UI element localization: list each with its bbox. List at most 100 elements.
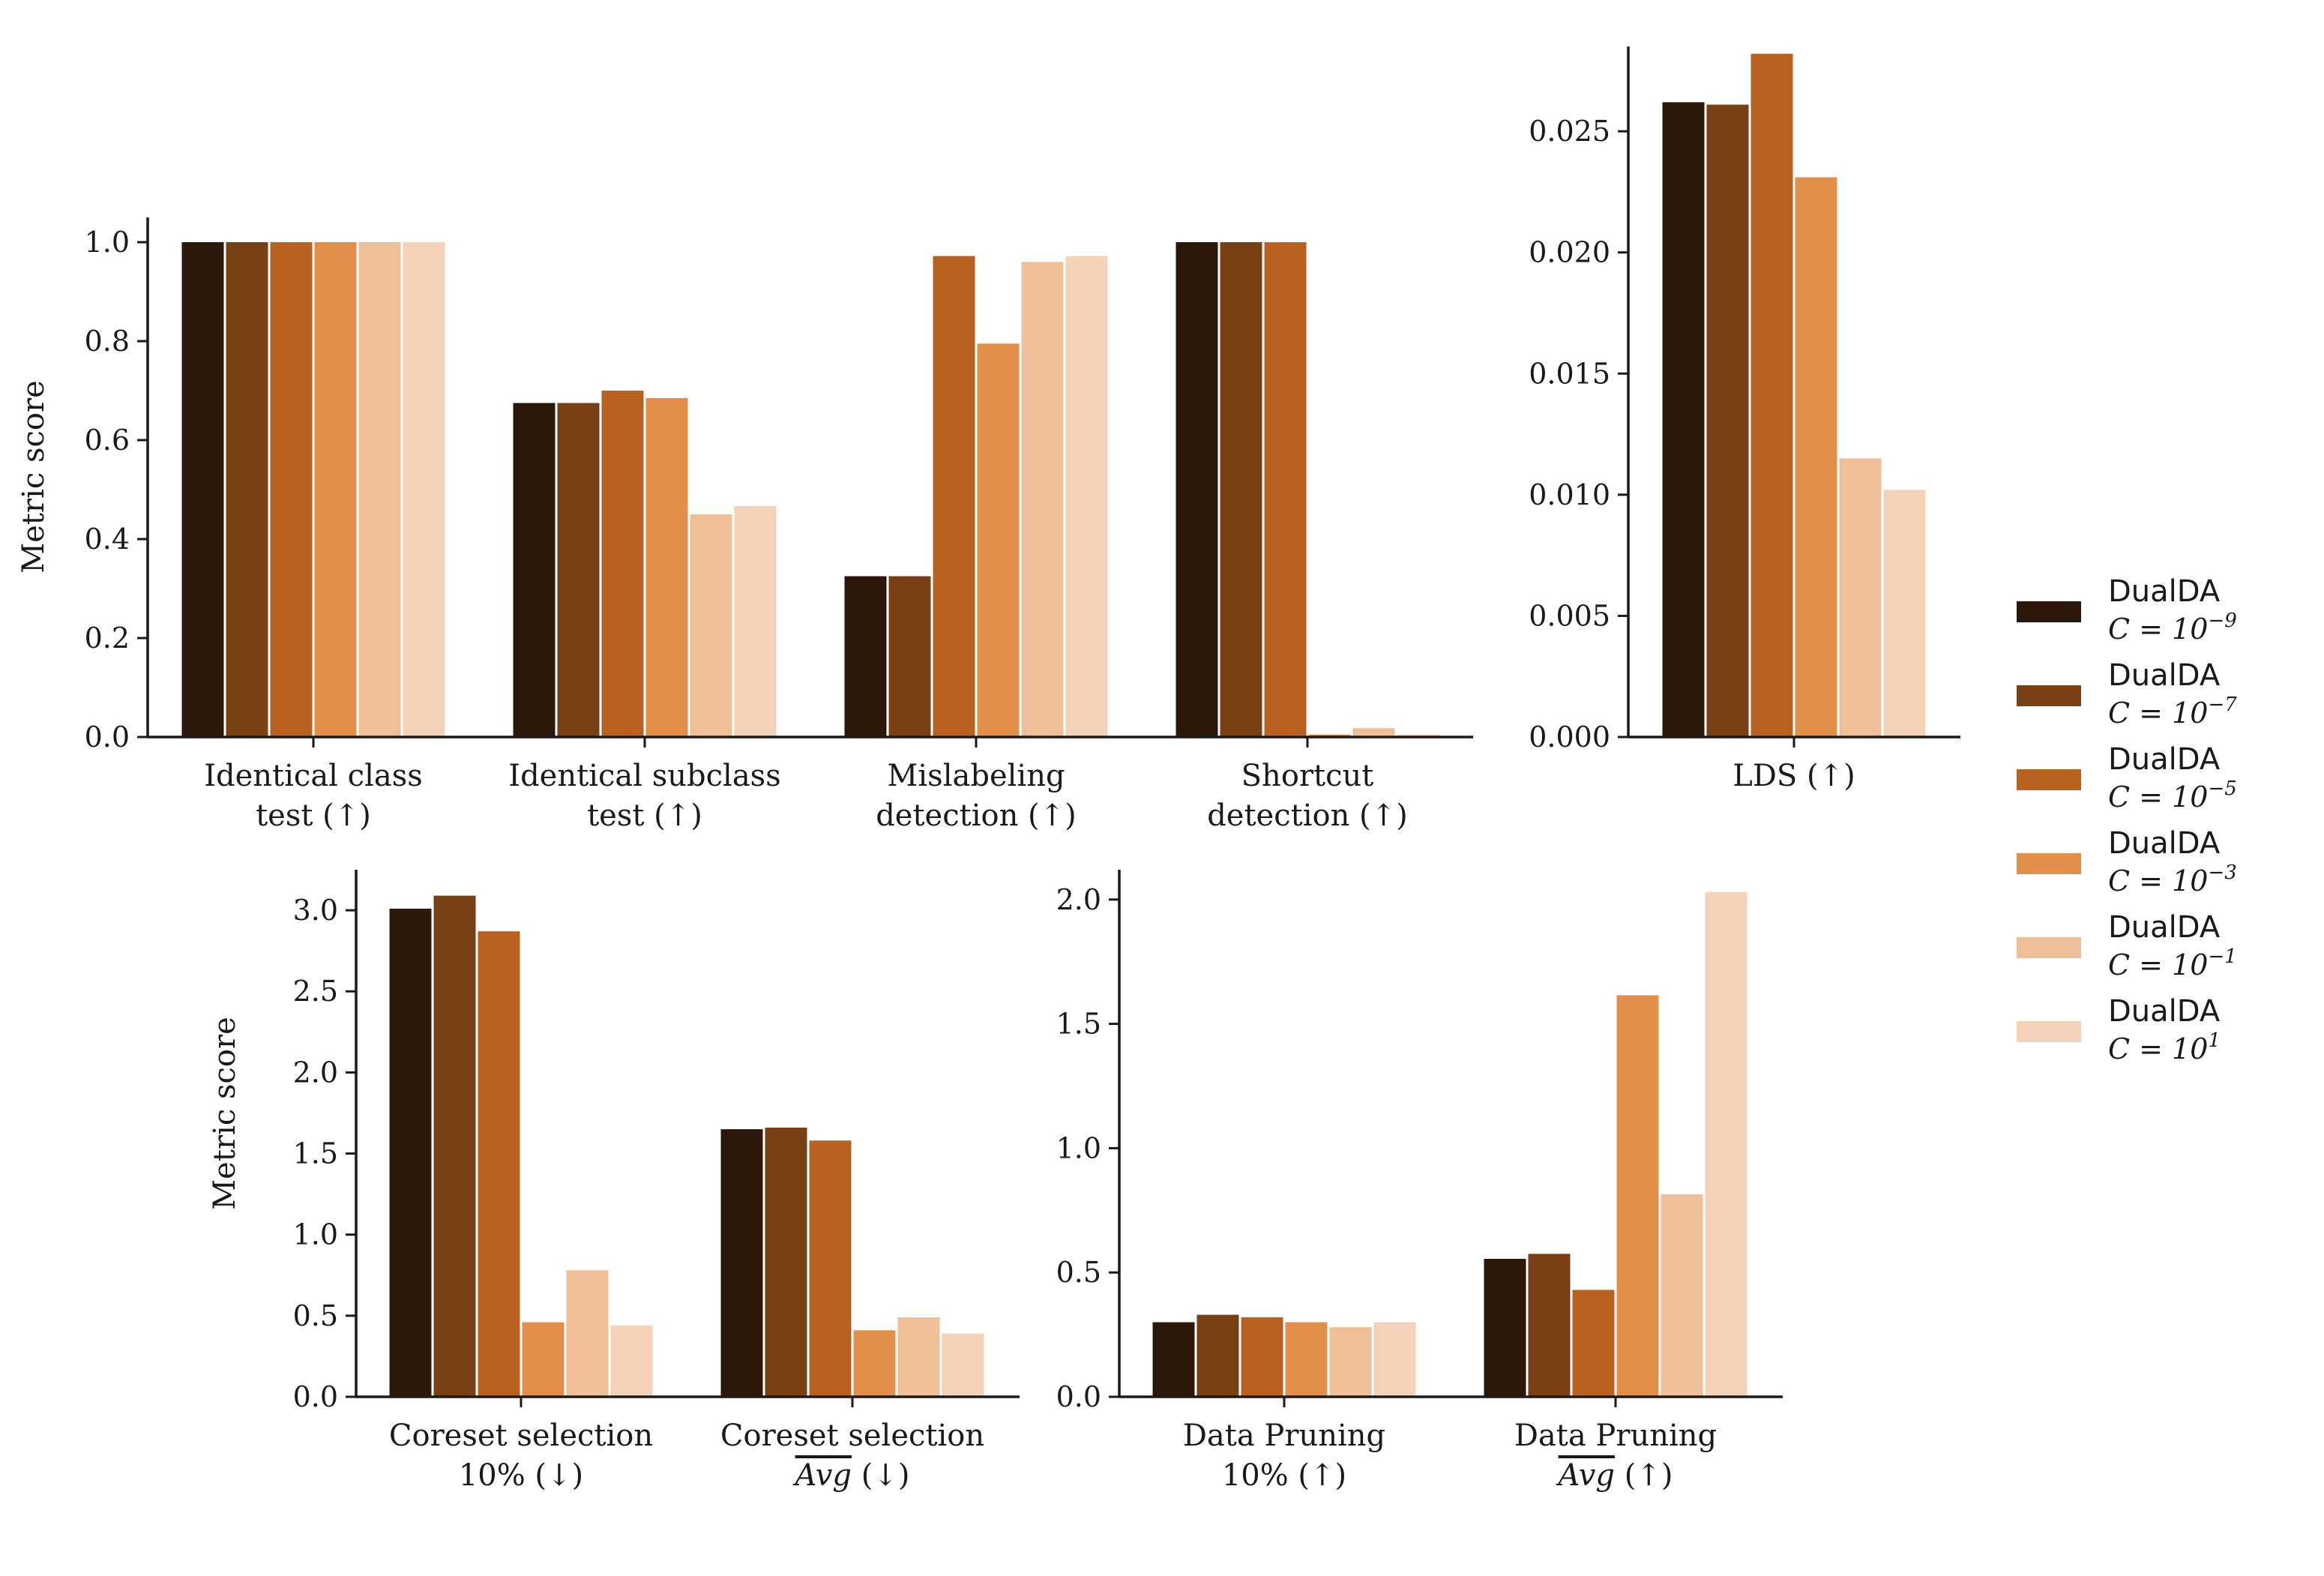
bar-top-left-g1-s1 xyxy=(557,403,600,737)
bar-bottom-left-g0-s1 xyxy=(433,895,476,1397)
bar-bottom-right-g0-s5 xyxy=(1373,1322,1416,1397)
bar-bottom-left-g1-s4 xyxy=(897,1317,940,1397)
legend-swatch xyxy=(2017,769,2081,790)
y-tick-label: 1.5 xyxy=(1056,1008,1101,1041)
legend-param: C = 10−9 xyxy=(2108,610,2237,646)
x-tick-label: Coreset selection xyxy=(720,1419,984,1453)
legend-swatch xyxy=(2017,1021,2081,1042)
x-tick-label: 10% (↓) xyxy=(459,1458,583,1493)
y-tick-label: 2.0 xyxy=(293,1056,338,1089)
legend-name: DualDA xyxy=(2108,742,2221,777)
legend-param: C = 10−5 xyxy=(2108,778,2237,813)
bar-top-left-g0-s5 xyxy=(403,242,445,737)
x-tick-label: detection (↑) xyxy=(1207,798,1408,833)
y-tick-label: 0.6 xyxy=(85,424,130,457)
chart-panel-top-right: 0.000 0.005 0.010 0.015 0.020 0.025 LDS (↑) xyxy=(1529,46,1960,793)
legend-param: C = 10−1 xyxy=(2108,945,2237,981)
x-tick-label: Identical subclass xyxy=(508,759,780,793)
y-tick-label: 0.5 xyxy=(1056,1256,1101,1289)
y-tick-label: 0.5 xyxy=(293,1299,338,1332)
bar-top-right-g0-s2 xyxy=(1750,53,1793,737)
y-tick-label: 0.010 xyxy=(1529,478,1610,511)
bar-top-left-g1-s0 xyxy=(513,403,556,737)
y-tick-label: 0.020 xyxy=(1529,236,1610,269)
bar-top-left-g2-s5 xyxy=(1065,256,1108,738)
y-tick-label: 2.0 xyxy=(1056,883,1101,916)
bar-bottom-right-g0-s2 xyxy=(1241,1317,1283,1397)
bar-top-left-g1-s5 xyxy=(734,505,777,737)
bar-top-left-g2-s0 xyxy=(844,576,887,737)
bar-bottom-left-g1-s2 xyxy=(809,1140,852,1397)
bar-top-right-g0-s4 xyxy=(1839,458,1882,737)
y-tick-label: 0.025 xyxy=(1529,115,1610,148)
y-tick-label: 3.0 xyxy=(293,894,338,927)
bar-bottom-right-g0-s0 xyxy=(1152,1322,1195,1397)
x-tick-label: test (↑) xyxy=(256,798,371,833)
x-tick-label: Mislabeling xyxy=(887,759,1065,793)
chart-panel-bottom-left: 0.0 0.5 1.0 1.5 2.0 2.5 3.0 Coreset selection 10… xyxy=(208,870,1020,1493)
bar-top-right-g0-s3 xyxy=(1795,177,1837,738)
chart-panel-bottom-right: 0.0 0.5 1.0 1.5 2.0 Data Pruning 10% (↑) Data P… xyxy=(1056,870,1783,1493)
bar-top-left-g1-s3 xyxy=(645,397,688,737)
bar-top-left-g1-s4 xyxy=(690,514,732,737)
bar-top-left-g0-s3 xyxy=(314,242,357,737)
bar-top-left-g3-s0 xyxy=(1175,242,1218,737)
y-tick-label: 1.0 xyxy=(85,226,130,259)
bar-bottom-left-g0-s5 xyxy=(610,1325,653,1397)
x-tick-label: test (↑) xyxy=(587,798,702,833)
bar-top-left-g3-s1 xyxy=(1220,242,1262,737)
y-tick-label: 1.0 xyxy=(293,1218,338,1251)
bar-bottom-right-g0-s3 xyxy=(1285,1322,1328,1397)
bar-bottom-right-g1-s3 xyxy=(1616,995,1659,1397)
y-tick-label: 0.0 xyxy=(85,721,130,754)
bar-top-left-g0-s0 xyxy=(181,242,224,737)
bar-bottom-left-g0-s3 xyxy=(522,1322,565,1397)
legend-param: C = 10−7 xyxy=(2108,694,2237,730)
y-tick-label: 2.5 xyxy=(293,975,338,1008)
y-tick-label: 0.2 xyxy=(85,622,130,655)
y-tick-label: 0.4 xyxy=(85,523,130,556)
bar-bottom-right-g1-s4 xyxy=(1661,1194,1703,1397)
bar-bottom-right-g1-s5 xyxy=(1705,891,1747,1397)
x-tick-label: Identical class xyxy=(204,759,423,793)
y-axis-label: Metric score xyxy=(208,1017,242,1210)
bar-bottom-right-g1-s0 xyxy=(1484,1258,1526,1397)
bar-top-left-g1-s2 xyxy=(601,391,644,737)
y-tick-label: 0.0 xyxy=(293,1380,338,1413)
legend-param: C = 10−3 xyxy=(2108,861,2237,897)
bar-bottom-left-g1-s1 xyxy=(765,1127,807,1397)
y-tick-label: 0.0 xyxy=(1056,1380,1101,1413)
bar-bottom-left-g0-s0 xyxy=(389,908,432,1397)
bar-bottom-right-g0-s4 xyxy=(1329,1327,1372,1397)
chart-panel-top-left: 0.0 0.2 0.4 0.6 0.8 1.0 Identical class test (↑… xyxy=(16,217,1473,833)
y-tick-label: 1.5 xyxy=(293,1137,338,1170)
x-tick-label: LDS (↑) xyxy=(1733,759,1855,793)
legend-name: DualDA xyxy=(2108,994,2221,1029)
bar-top-left-g0-s4 xyxy=(358,242,401,737)
bar-bottom-left-g0-s4 xyxy=(566,1270,609,1397)
x-tick-label: Shortcut xyxy=(1241,759,1374,793)
x-tick-label: 10% (↑) xyxy=(1222,1458,1346,1493)
y-tick-label: 0.8 xyxy=(85,325,130,358)
x-tick-label: Coreset selection xyxy=(389,1419,653,1453)
legend-name: DualDA xyxy=(2108,910,2221,945)
legend-swatch xyxy=(2017,937,2081,958)
bar-bottom-left-g1-s5 xyxy=(942,1333,984,1397)
bar-top-left-g2-s1 xyxy=(888,576,931,737)
bar-bottom-right-g1-s1 xyxy=(1528,1254,1571,1397)
legend-swatch xyxy=(2017,601,2081,622)
bar-bottom-right-g1-s2 xyxy=(1572,1290,1615,1397)
bar-bottom-left-g1-s3 xyxy=(853,1330,896,1397)
x-tick-label: detection (↑) xyxy=(876,798,1077,833)
legend-swatch xyxy=(2017,685,2081,706)
bar-top-left-g0-s1 xyxy=(226,242,268,737)
y-tick-label: 0.015 xyxy=(1529,357,1610,390)
legend-param: C = 101 xyxy=(2108,1029,2221,1065)
bar-bottom-right-g0-s1 xyxy=(1196,1314,1239,1397)
x-tick-label: Data Pruning xyxy=(1183,1419,1385,1453)
legend-swatch xyxy=(2017,853,2081,874)
bar-bottom-left-g0-s2 xyxy=(478,931,520,1397)
x-tick-label: Data Pruning xyxy=(1514,1419,1717,1453)
